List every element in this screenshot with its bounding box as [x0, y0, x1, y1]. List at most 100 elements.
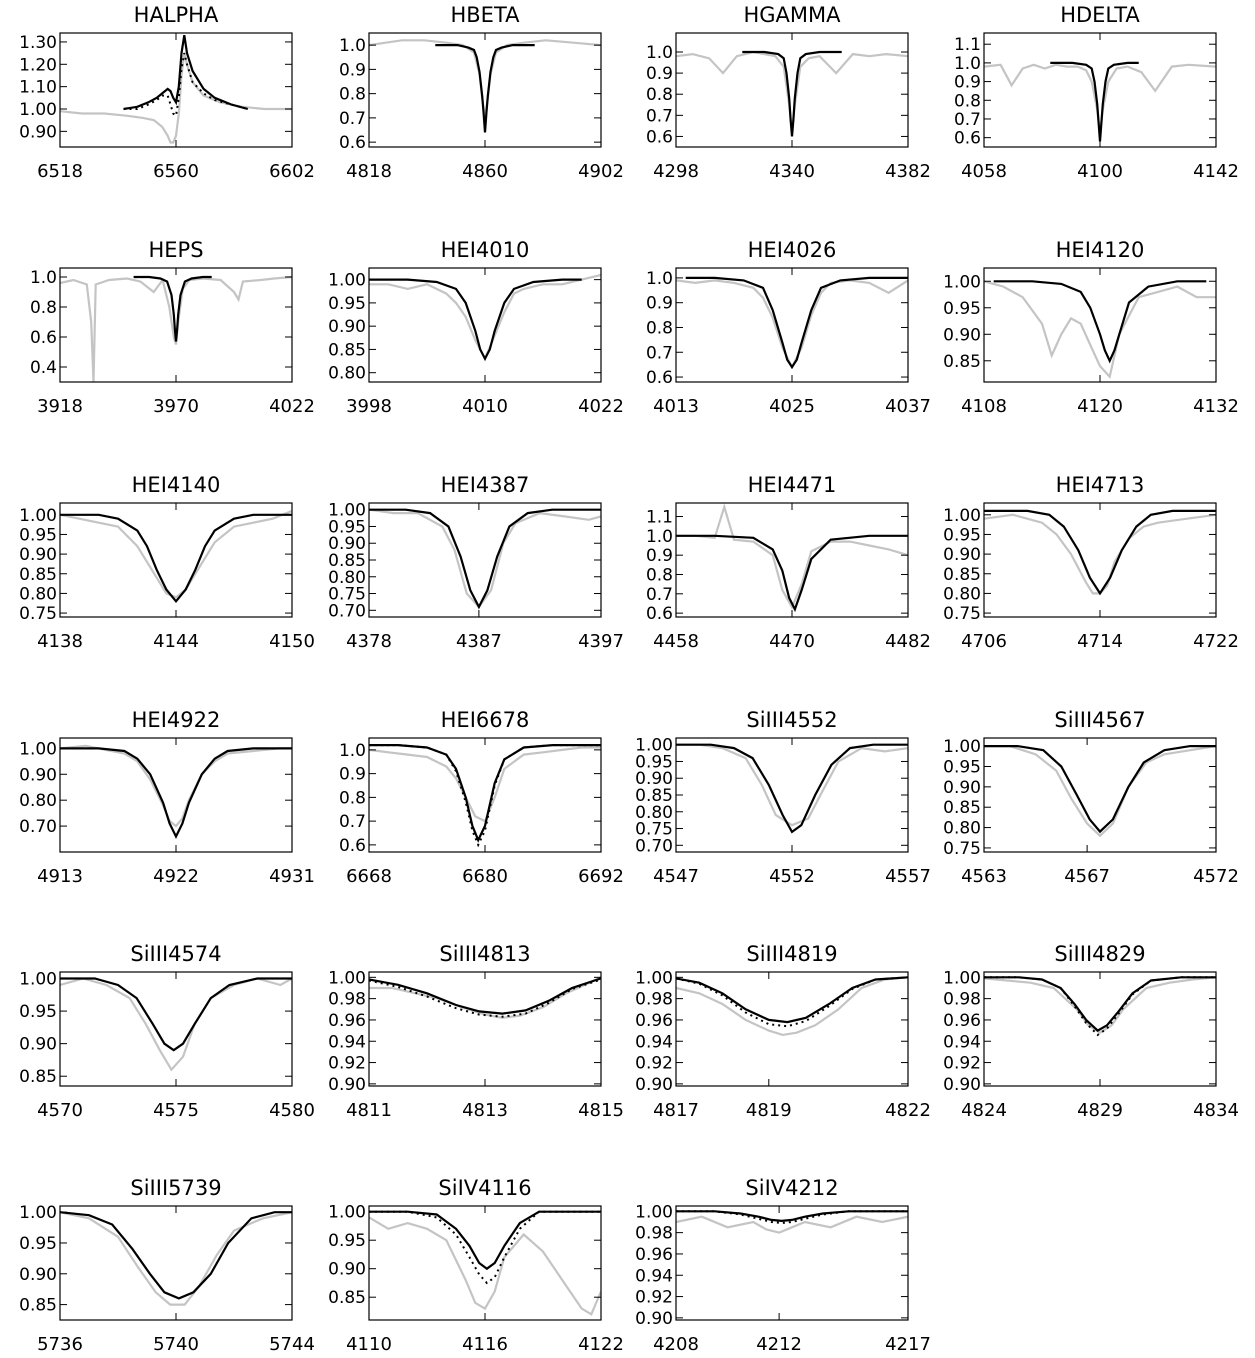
y-tick-label: 0.9	[646, 64, 673, 84]
panel-siiii4829: SiIII4829 0.900.920.940.960.981.00 4824 482…	[943, 942, 1239, 1121]
panel-hei4713: HEI4713 0.750.800.850.900.951.00 4706 4714 4…	[943, 473, 1239, 652]
y-tick-label: 0.90	[943, 1075, 981, 1095]
panel-title: HGAMMA	[743, 3, 841, 27]
y-tick-label: 0.70	[19, 817, 57, 837]
y-tick-label: 0.85	[943, 798, 981, 818]
y-tick-label: 1.0	[646, 527, 673, 547]
x-tick-label: 4116	[462, 1334, 508, 1355]
x-tick-label: 4902	[578, 161, 624, 182]
panel-hgamma: HGAMMA 0.60.70.80.91.0 4298 4340 4382	[646, 3, 931, 182]
y-tick-label: 0.90	[635, 769, 673, 789]
x-tick-label: 4010	[462, 396, 508, 417]
x-tick-label: 4144	[153, 631, 199, 652]
model-fit-line	[984, 509, 1216, 596]
x-tick-label: 4572	[1193, 866, 1239, 887]
alternate-model-line	[369, 978, 601, 1018]
plot-frame	[675, 502, 909, 618]
y-tick-label: 0.9	[339, 60, 366, 80]
x-tick-label: 4834	[1193, 1100, 1239, 1121]
panel-siiii4813: SiIII4813 0.900.920.940.960.981.00 4811 481…	[328, 942, 624, 1121]
y-tick-label: 1.20	[19, 55, 57, 75]
y-tick-label: 0.98	[943, 990, 981, 1010]
y-tick-label: 0.90	[19, 765, 57, 785]
y-tick-label: 1.00	[943, 506, 981, 526]
y-tick-label: 0.94	[328, 1032, 366, 1052]
y-tick-label: 1.00	[328, 1203, 366, 1223]
panel-siiv4116: SiIV4116 0.85 0.90 0.95 1.00 4110 4116 4122	[328, 1176, 624, 1355]
model-fit-line	[676, 534, 908, 613]
observed-spectrum-line	[676, 743, 908, 827]
x-tick-label: 4132	[1193, 396, 1239, 417]
x-tick-label: 4150	[269, 631, 315, 652]
y-tick-label: 0.8	[30, 298, 57, 318]
x-tick-label: 6518	[37, 161, 83, 182]
y-tick-label: 0.95	[635, 752, 673, 772]
alternate-model-line	[369, 1210, 601, 1285]
y-tick-label: 0.95	[19, 525, 57, 545]
x-tick-label: 4397	[578, 631, 624, 652]
x-tick-label: 4142	[1193, 161, 1239, 182]
x-tick-label: 4580	[269, 1100, 315, 1121]
y-tick-label: 1.0	[30, 268, 57, 288]
y-tick-label: 0.85	[943, 565, 981, 585]
panel-halpha: HALPHA 0.901.001.10 1.201.30 6518 6560 6602	[19, 3, 315, 182]
y-tick-label: 0.90	[635, 1075, 673, 1095]
y-tick-label: 1.00	[19, 1203, 57, 1223]
y-tick-label: 1.0	[646, 269, 673, 289]
model-fit-line	[435, 43, 535, 133]
y-tick-label: 0.96	[635, 1245, 673, 1265]
x-tick-label: 4013	[653, 396, 699, 417]
y-tick-label: 0.95	[328, 294, 366, 314]
y-tick-label: 0.92	[943, 1054, 981, 1074]
y-tick-label: 0.75	[635, 820, 673, 840]
y-tick-label: 0.96	[635, 1011, 673, 1031]
y-tick-label: 0.98	[635, 990, 673, 1010]
panel-title: HEI4713	[1056, 473, 1145, 497]
x-tick-label: 4931	[269, 866, 315, 887]
y-tick-label: 0.80	[19, 791, 57, 811]
y-tick-label: 1.0	[954, 54, 981, 74]
x-tick-label: 3918	[37, 396, 83, 417]
y-tick-label: 0.7	[954, 110, 981, 130]
observed-spectrum-line	[984, 744, 1216, 838]
y-tick-label: 0.80	[19, 584, 57, 604]
y-tick-label: 0.75	[943, 604, 981, 624]
y-tick-label: 0.85	[943, 352, 981, 372]
panel-hei6678: HEI6678 0.6 0.7 0.8 0.9 1.0 6668 6680 6692	[339, 708, 624, 887]
y-tick-label: 0.85	[328, 1288, 366, 1308]
panel-hei4471: HEI4471 0.60.70.80.91.01.1 4458 4470 4482	[646, 473, 931, 652]
observed-spectrum-line	[369, 273, 601, 362]
y-tick-label: 0.4	[30, 358, 57, 378]
panel-hdelta: HDELTA 0.60.70.80.91.01.1 4058 4100 4142	[954, 3, 1239, 182]
x-tick-label: 5740	[153, 1334, 199, 1355]
x-tick-label: 4819	[746, 1100, 792, 1121]
alternate-model-line	[676, 1210, 908, 1225]
x-tick-label: 4217	[885, 1334, 931, 1355]
x-tick-label: 4811	[346, 1100, 392, 1121]
y-tick-label: 1.00	[19, 506, 57, 526]
y-tick-label: 0.9	[339, 765, 366, 785]
y-tick-label: 0.80	[943, 819, 981, 839]
panel-hei4140: HEI4140 0.750.800.850.900.951.00 4138 4144 4…	[19, 473, 315, 652]
x-tick-label: 3970	[153, 396, 199, 417]
y-tick-label: 1.1	[646, 508, 673, 528]
y-tick-label: 0.6	[646, 127, 673, 147]
y-tick-label: 1.00	[943, 737, 981, 757]
y-tick-label: 0.92	[635, 1054, 673, 1074]
y-tick-label: 0.96	[943, 1011, 981, 1031]
y-tick-label: 0.95	[943, 758, 981, 778]
model-fit-line	[676, 743, 908, 834]
panel-title: SiIII4813	[439, 942, 530, 966]
x-tick-label: 4482	[885, 631, 931, 652]
y-tick-label: 0.85	[19, 565, 57, 585]
y-tick-label: 1.00	[328, 271, 366, 291]
panel-heps: HEPS 0.4 0.6 0.8 1.0 3918 3970 4022	[30, 238, 315, 417]
x-tick-label: 4378	[346, 631, 392, 652]
x-tick-label: 4387	[456, 631, 502, 652]
panel-title: HALPHA	[134, 3, 219, 27]
x-tick-label: 4022	[269, 396, 315, 417]
panel-hbeta: HBETA 0.6 0.7 0.8 0.9 1.0 4818 4860 4902	[339, 3, 624, 182]
y-tick-label: 0.9	[646, 546, 673, 566]
y-tick-label: 1.00	[19, 100, 57, 120]
